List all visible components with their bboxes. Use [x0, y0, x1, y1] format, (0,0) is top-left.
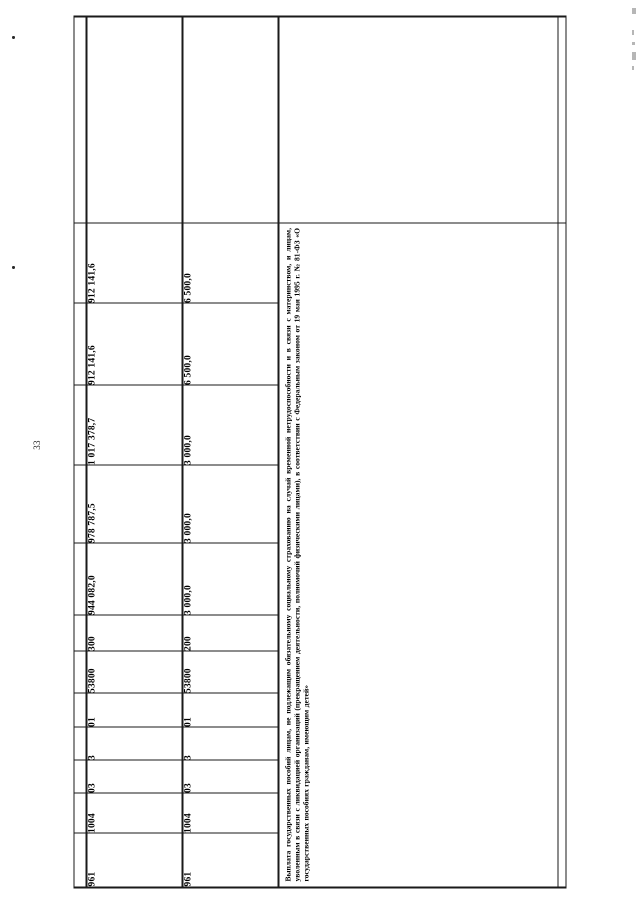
cell-description: Выплата государственных пособий лицам, н…: [278, 223, 558, 887]
cell-section-code: 1004: [86, 793, 183, 833]
cell-subsection-code: 03: [182, 760, 279, 793]
cell-blank: [74, 385, 87, 465]
cell-blank: [74, 465, 87, 543]
cell-amount-1: 944 082,0: [86, 543, 183, 615]
cell-blank: [278, 16, 558, 223]
table-row: 961 1004 03 3 01 53800 200 3 000,0 3 000…: [182, 16, 279, 887]
scan-edge-marks: [631, 6, 637, 96]
cell-blank: [74, 727, 87, 760]
cell-blank: [74, 793, 87, 833]
cell-subsection-code: 03: [86, 760, 183, 793]
cell-chapter-code: 961: [182, 833, 279, 887]
cell-blank: [74, 760, 87, 793]
cell-blank: [74, 693, 87, 727]
cell-chapter-code: 961: [86, 833, 183, 887]
cell-blank: [74, 16, 87, 223]
cell-blank: [74, 615, 87, 651]
rotated-table-stage: 961 1004 03 3 01 53800 300 944 082,0 978…: [74, 15, 567, 888]
cell-amount-1: 3 000,0: [182, 543, 279, 615]
scan-speck: [12, 36, 15, 39]
table-row: [557, 16, 566, 887]
cell-code-type: 300: [86, 615, 183, 651]
cell-blank: [182, 16, 279, 223]
cell-code-extra: 53800: [86, 651, 183, 693]
cell-expense-type-code: 01: [86, 693, 183, 727]
cell-amount-5: 6 500,0: [182, 223, 279, 303]
page-number: 33: [31, 440, 42, 450]
cell-code-extra: 53800: [182, 651, 279, 693]
cell-amount-2: 978 787,5: [86, 465, 183, 543]
cell-expense-type-code: 01: [182, 693, 279, 727]
table-row: 961 1004 03 3 01 53800 300 944 082,0 978…: [86, 16, 183, 887]
cell-code-type: 200: [182, 615, 279, 651]
cell-blank: [86, 16, 183, 223]
table-row: [74, 16, 87, 887]
cell-amount-4: 6 500,0: [182, 303, 279, 385]
table-row-description: Выплата государственных пособий лицам, н…: [278, 16, 558, 887]
cell-blank: [74, 833, 87, 887]
cell-blank: [74, 651, 87, 693]
cell-amount-4: 912 141,6: [86, 303, 183, 385]
cell-amount-5: 912 141,6: [86, 223, 183, 303]
cell-amount-2: 3 000,0: [182, 465, 279, 543]
cell-blank: [74, 303, 87, 385]
cell-target-item-code: 3: [182, 727, 279, 760]
cell-target-item-code: 3: [86, 727, 183, 760]
description-text: Выплата государственных пособий лицам, н…: [283, 227, 311, 882]
cell-section-code: 1004: [182, 793, 279, 833]
budget-table: 961 1004 03 3 01 53800 300 944 082,0 978…: [74, 15, 567, 888]
cell-blank: [557, 16, 566, 223]
cell-blank: [74, 543, 87, 615]
cell-blank: [74, 223, 87, 303]
cell-amount-3: 3 000,0: [182, 385, 279, 465]
cell-blank: [557, 223, 566, 887]
cell-amount-3: 1 017 378,7: [86, 385, 183, 465]
scan-speck: [12, 266, 15, 269]
